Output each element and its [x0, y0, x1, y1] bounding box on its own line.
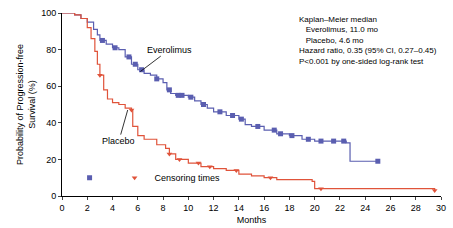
svg-text:Probability of Progression-fre: Probability of Progression-freeSurvival … — [15, 44, 37, 165]
svg-text:16: 16 — [259, 203, 269, 213]
svg-text:14: 14 — [234, 203, 244, 213]
svg-text:20: 20 — [310, 203, 320, 213]
svg-text:24: 24 — [360, 203, 370, 213]
svg-text:18: 18 — [284, 203, 294, 213]
svg-text:22: 22 — [335, 203, 345, 213]
svg-text:100: 100 — [41, 8, 56, 18]
svg-text:28: 28 — [411, 203, 421, 213]
svg-text:Censoring times: Censoring times — [155, 173, 221, 183]
svg-text:30: 30 — [436, 203, 446, 213]
svg-text:2: 2 — [85, 203, 90, 213]
svg-text:Kaplan–Meier median Everolim: Kaplan–Meier median Everolimus, 11.0 mo … — [299, 15, 437, 66]
svg-text:40: 40 — [46, 118, 56, 128]
svg-text:60: 60 — [46, 81, 56, 91]
svg-text:20: 20 — [46, 155, 56, 165]
svg-text:26: 26 — [385, 203, 395, 213]
svg-text:0: 0 — [59, 203, 64, 213]
svg-text:80: 80 — [46, 45, 56, 55]
svg-text:4: 4 — [110, 203, 115, 213]
svg-text:8: 8 — [161, 203, 166, 213]
svg-text:6: 6 — [135, 203, 140, 213]
svg-text:Everolimus: Everolimus — [147, 45, 192, 55]
svg-text:Months: Months — [237, 215, 267, 225]
svg-text:12: 12 — [209, 203, 219, 213]
svg-text:0: 0 — [51, 191, 56, 201]
svg-text:Placebo: Placebo — [102, 136, 135, 146]
svg-text:10: 10 — [183, 203, 193, 213]
